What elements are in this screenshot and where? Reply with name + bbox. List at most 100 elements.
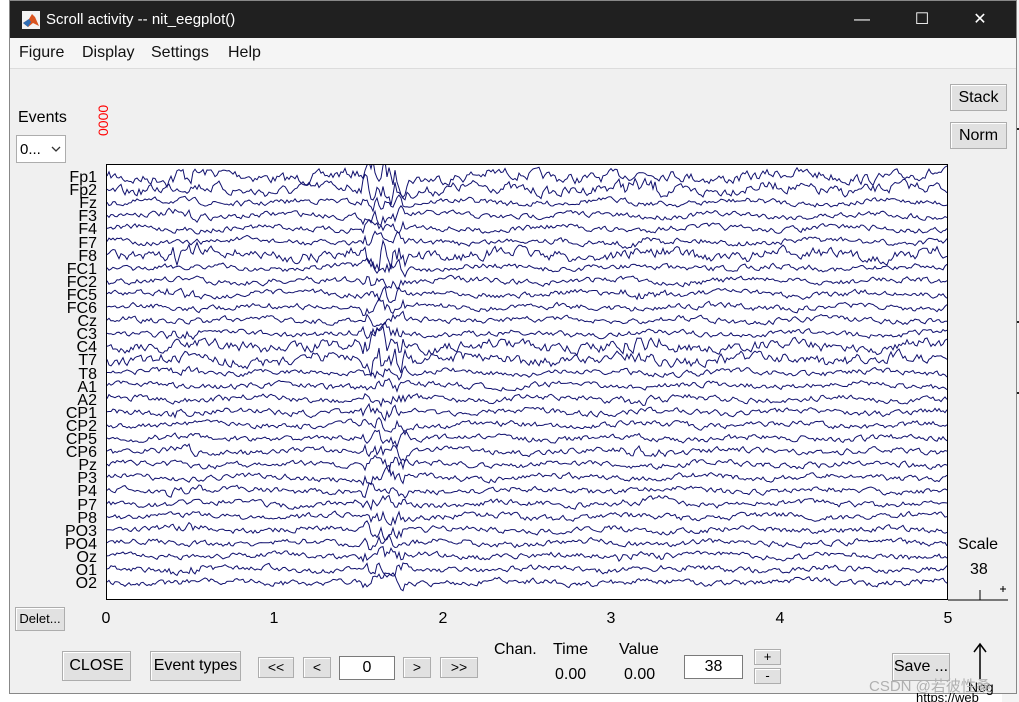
eeg-trace-Fp1 — [107, 165, 947, 199]
channel-label: Pz — [78, 457, 97, 475]
close-button[interactable]: CLOSE — [62, 651, 131, 681]
channel-label: FC2 — [66, 273, 97, 291]
eeg-trace-FC1 — [107, 257, 947, 278]
eeg-trace-F4 — [107, 218, 947, 235]
channel-label: F8 — [78, 247, 97, 265]
time-readout: 0.00 — [555, 666, 587, 683]
channel-label: CP5 — [65, 431, 97, 448]
channel-label: O1 — [75, 562, 97, 579]
channel-label: P7 — [77, 496, 97, 514]
next-button[interactable]: > — [403, 657, 431, 678]
eeg-trace-Fp2 — [107, 173, 947, 206]
eeg-trace-O2 — [107, 572, 947, 592]
eeg-trace-P4 — [107, 482, 947, 499]
menu-figure[interactable]: Figure — [19, 44, 65, 61]
title-bar: Scroll activity -- nit_eegplot() — ☐ ✕ — [10, 1, 1016, 38]
eeg-trace-FC2 — [107, 274, 947, 290]
scale-input[interactable]: 38 — [684, 655, 743, 679]
eeg-trace-P3 — [107, 464, 947, 487]
events-label: Events — [18, 109, 67, 126]
window-title: Scroll activity -- nit_eegplot() — [46, 11, 236, 28]
eeg-traces — [107, 165, 947, 592]
channel-label: Fp2 — [69, 182, 97, 200]
x-tick-label: 2 — [438, 610, 448, 627]
delete-event-button[interactable]: Delet... — [15, 607, 65, 631]
stack-button[interactable]: Stack — [950, 84, 1007, 111]
eeg-trace-Oz — [107, 545, 947, 563]
scroll-activity-window: Scroll activity -- nit_eegplot() — ☐ ✕ F… — [9, 0, 1017, 695]
eeg-trace-A1 — [107, 377, 947, 393]
time-label: Time — [553, 641, 588, 658]
eeg-trace-CP2 — [107, 416, 947, 436]
channel-label: P3 — [77, 470, 97, 488]
channel-label: A1 — [77, 378, 97, 396]
eeg-trace-A2 — [107, 392, 947, 408]
neg-label: Neg — [968, 679, 994, 695]
channel-label: CP2 — [65, 417, 97, 435]
previous-button[interactable]: < — [303, 657, 331, 678]
eeg-trace-PO3 — [107, 520, 947, 541]
menu-bar: Figure Display Settings Help — [10, 38, 1016, 69]
scale-increase-button[interactable]: + — [754, 649, 781, 665]
eeg-trace-FC5 — [107, 285, 947, 304]
chevron-down-icon — [51, 146, 61, 152]
eeg-trace-C3 — [107, 321, 947, 341]
channel-label: P8 — [77, 509, 97, 527]
scale-value: 38 — [970, 561, 988, 578]
channel-label: C3 — [76, 326, 97, 344]
events-select-value: 0... — [20, 141, 41, 158]
channel-label: FC5 — [66, 286, 97, 304]
channel-label: T7 — [78, 352, 97, 370]
value-label: Value — [619, 641, 659, 658]
channel-label: F4 — [78, 221, 97, 239]
time-position-input[interactable]: 0 — [339, 656, 395, 680]
channel-label: A2 — [77, 391, 97, 409]
eeg-trace-P8 — [107, 510, 947, 526]
channel-label: Fz — [79, 195, 97, 213]
eeg-plot-area[interactable] — [106, 164, 948, 600]
first-page-button[interactable]: << — [258, 657, 294, 678]
eeg-trace-C4 — [107, 325, 947, 357]
channel-label: C4 — [76, 339, 97, 357]
scale-bar — [948, 586, 1008, 601]
x-tick-label: 5 — [943, 610, 953, 627]
value-readout: 0.00 — [624, 666, 656, 683]
eeg-trace-P7 — [107, 494, 947, 512]
eeg-trace-CP1 — [107, 402, 947, 422]
channel-label: O2 — [75, 575, 97, 593]
close-window-button[interactable]: ✕ — [973, 11, 987, 28]
eeg-trace-F7 — [107, 230, 947, 249]
maximize-button[interactable]: ☐ — [914, 11, 930, 28]
eeg-trace-Pz — [107, 454, 947, 474]
channel-label: Oz — [76, 548, 97, 566]
menu-help[interactable]: Help — [228, 44, 261, 61]
minimize-button[interactable]: — — [854, 11, 870, 28]
menu-settings[interactable]: Settings — [151, 44, 209, 61]
channel-label: PO3 — [64, 522, 97, 540]
arrow-up-icon — [973, 642, 987, 679]
x-tick-label: 1 — [269, 610, 279, 627]
eeg-trace-CP6 — [107, 443, 947, 463]
eeg-trace-O1 — [107, 562, 947, 578]
last-page-button[interactable]: >> — [440, 657, 478, 678]
scale-label: Scale — [958, 536, 999, 553]
x-tick-label: 0 — [101, 610, 111, 627]
eeg-trace-F8 — [107, 239, 947, 274]
channel-label: T8 — [78, 365, 97, 383]
x-tick-label: 4 — [775, 610, 785, 627]
channel-label: CP1 — [65, 404, 97, 422]
events-select[interactable]: 0... — [16, 135, 66, 163]
norm-button[interactable]: Norm — [950, 122, 1007, 149]
eeg-trace-FC6 — [107, 297, 947, 317]
event-types-button[interactable]: Event types — [150, 651, 241, 681]
eeg-trace-PO4 — [107, 533, 947, 551]
channel-label: FC6 — [66, 300, 97, 317]
eeg-trace-Cz — [107, 310, 947, 328]
scale-decrease-button[interactable]: - — [754, 668, 781, 684]
channel-label: PO4 — [64, 535, 97, 553]
menu-display[interactable]: Display — [82, 44, 135, 61]
eeg-trace-F3 — [107, 204, 947, 226]
channel-label: P4 — [77, 483, 97, 501]
save-button[interactable]: Save ... — [892, 653, 950, 681]
csdn-watermark: CSDN @若彼性桑 — [869, 678, 991, 695]
